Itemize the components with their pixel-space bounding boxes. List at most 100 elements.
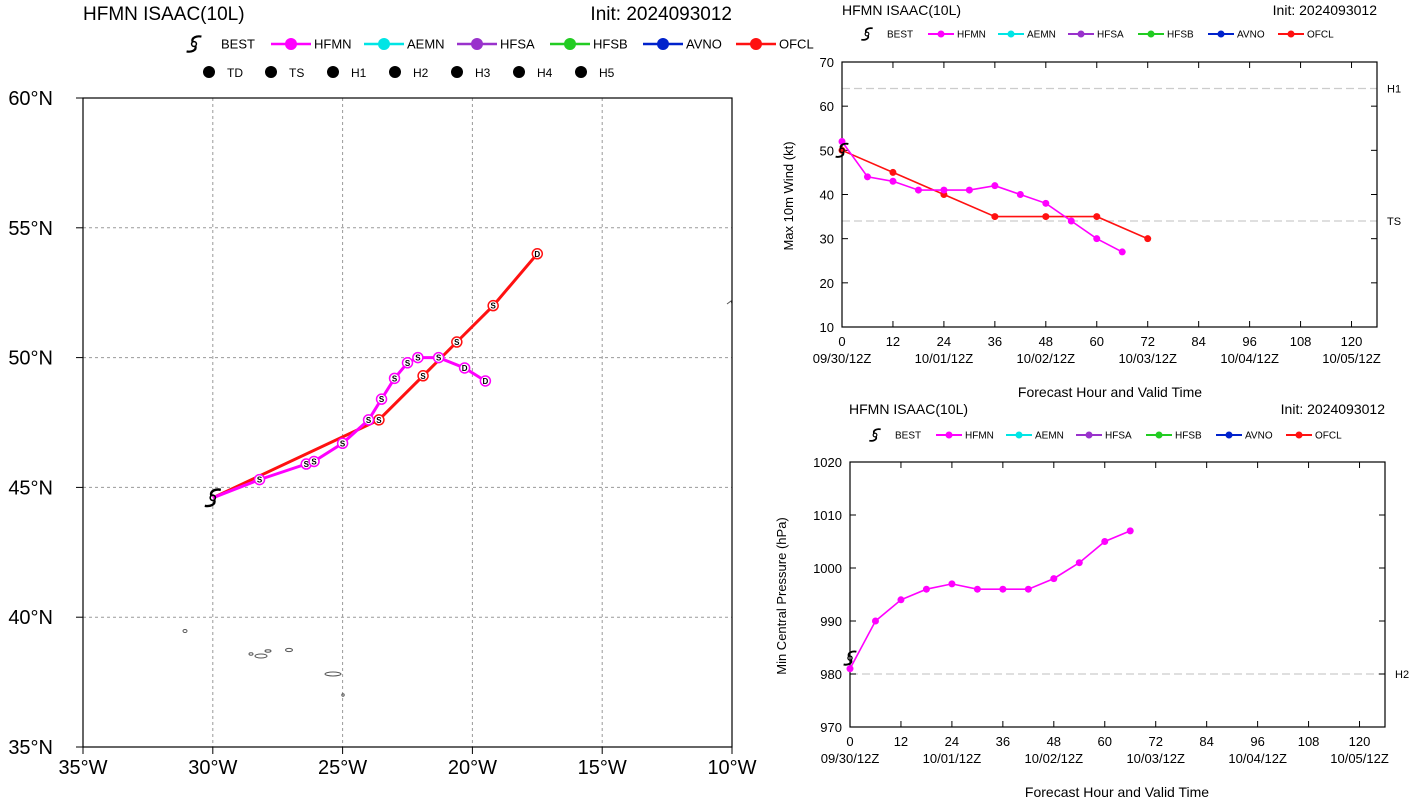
legend-swatch-dot [1225, 431, 1233, 439]
x-tick-label: 15°W [578, 757, 627, 779]
hfmn-data-point [1024, 585, 1032, 593]
map-init-label: Init: 2024093012 [590, 4, 732, 25]
track-point-class: S [257, 476, 263, 485]
map-legend: BEST HFMN AEMN HFSA HFSB AVNO OFCL [186, 35, 814, 53]
y-tick-label: 30 [820, 232, 834, 247]
x-tick-label: 108 [1298, 734, 1320, 749]
island-shape [324, 671, 342, 677]
best-legend-icon [186, 35, 202, 53]
track-point [253, 473, 266, 486]
date-tick-label: 10/01/12Z [923, 751, 982, 766]
best-intensity-icon [835, 142, 849, 158]
storm-eye [190, 40, 198, 48]
track-point-class: S [420, 372, 426, 381]
map-title: HFMN ISAAC(10L) [83, 4, 245, 25]
pressure-x-axis-label: Forecast Hour and Valid Time [1025, 784, 1209, 800]
track-point-class: D [462, 364, 468, 373]
intensity-symbol-icon [575, 66, 587, 78]
y-tick-label: 1010 [813, 508, 842, 523]
legend-label: OFCL [1315, 431, 1342, 442]
track-point [308, 455, 320, 468]
x-tick-label: 84 [1191, 334, 1205, 349]
track-point-class: S [405, 359, 411, 368]
pressure-init-label: Init: 2024093012 [1281, 401, 1386, 417]
legend-swatch-dot [1295, 431, 1303, 439]
y-tick-label: 50 [820, 143, 834, 158]
storm-eye [209, 494, 217, 502]
date-tick-label: 10/02/12Z [1025, 751, 1084, 766]
legend-label: HFSA [500, 37, 535, 52]
track-map-panel: HFMN ISAAC(10L) Init: 2024093012 BEST HFM… [8, 4, 813, 779]
intensity-symbol-glyph: 2 [392, 68, 397, 78]
intensity-label: H5 [599, 66, 615, 80]
storm-eye [847, 655, 853, 661]
hfmn-data-point [863, 173, 871, 181]
hfmn-data-point [991, 182, 999, 190]
x-tick-label: 60 [1090, 334, 1104, 349]
wind-y-axis-label: Max 10m Wind (kt) [781, 141, 796, 250]
y-tick-label: 60 [820, 99, 834, 114]
date-tick-label: 10/03/12Z [1126, 751, 1185, 766]
intensity-symbol-icon [265, 66, 277, 78]
legend-label: AEMN [1035, 431, 1064, 442]
legend-swatch-dot [285, 38, 297, 50]
hfmn-data-point [1093, 235, 1101, 243]
track-point [451, 336, 463, 348]
wind-init-label: Init: 2024093012 [1273, 2, 1378, 18]
legend-label: HFMN [965, 431, 994, 442]
hfmn-data-point [1118, 248, 1126, 256]
legend-label: AVNO [1237, 30, 1265, 41]
storm-eye [839, 147, 845, 154]
intensity-label: H2 [413, 66, 429, 80]
track-point-class: S [376, 416, 382, 425]
ofcl-data-point [991, 213, 999, 221]
x-tick-label: 72 [1148, 734, 1162, 749]
wind-chart-panel: HFMN ISAAC(10L) Init: 2024093012 BEST HFM… [781, 2, 1401, 400]
storm-arm [861, 35, 870, 41]
track-point [375, 393, 388, 405]
storm-arm [864, 27, 873, 33]
pressure-y-axis-label: Min Central Pressure (hPa) [774, 517, 789, 675]
hfmn-data-point [1050, 575, 1058, 583]
x-tick-label: 96 [1250, 734, 1264, 749]
hfmn-data-point [1075, 559, 1083, 567]
x-tick-label: 24 [945, 734, 959, 749]
x-tick-label: 48 [1047, 734, 1061, 749]
hfmn-data-point [1016, 191, 1024, 198]
y-tick-label: 40°N [8, 607, 53, 629]
legend-swatch-dot [1287, 30, 1295, 38]
track-point [412, 351, 424, 364]
storm-arm [209, 488, 222, 496]
pressure-chart-panel: HFMN ISAAC(10L) Init: 2024093012 BEST HFM… [774, 401, 1409, 800]
legend-label: HFSB [1167, 30, 1194, 41]
hfmn-data-point [1067, 217, 1075, 225]
x-tick-label: 48 [1039, 334, 1053, 349]
hfmn-data-point [1126, 527, 1134, 535]
intensity-symbol-glyph: D [206, 68, 213, 78]
date-tick-label: 10/01/12Z [915, 351, 974, 366]
hfmn-data-point [973, 585, 981, 593]
hfmn-series-line [841, 141, 1123, 253]
hfmn-data-point [922, 585, 930, 593]
legend-swatch-dot [1085, 431, 1093, 439]
hfmn-data-point [897, 596, 905, 604]
map-frame [82, 97, 733, 748]
track-point [401, 357, 414, 369]
legend-label: BEST [895, 431, 921, 442]
intensity-symbol-glyph: 4 [516, 68, 521, 78]
x-tick-label: 36 [988, 334, 1002, 349]
date-tick-label: 10/05/12Z [1330, 751, 1389, 766]
track-point-class: S [490, 302, 496, 311]
intensity-symbol-glyph: 5 [578, 68, 583, 78]
x-tick-label: 35°W [58, 757, 107, 779]
pressure-title: HFMN ISAAC(10L) [849, 401, 968, 417]
track-point [487, 299, 499, 312]
legend-swatch-dot [564, 38, 576, 50]
island-shape [182, 629, 188, 633]
y-tick-label: 45°N [8, 477, 53, 499]
legend-swatch-dot [937, 30, 945, 38]
x-tick-label: 60 [1098, 734, 1112, 749]
intensity-symbol-glyph: 1 [330, 68, 335, 78]
track-point [432, 351, 445, 364]
